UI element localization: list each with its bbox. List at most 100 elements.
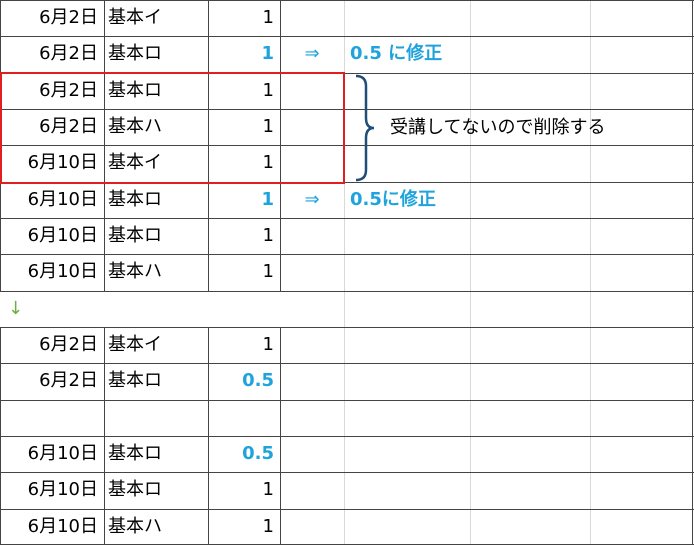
row-border bbox=[0, 36, 694, 37]
cell-border bbox=[208, 399, 209, 436]
cell-border bbox=[0, 254, 1, 291]
cell-border bbox=[208, 436, 209, 473]
row-border bbox=[0, 254, 694, 255]
cell-border bbox=[0, 399, 1, 436]
item-cell: 基本ロ bbox=[108, 370, 162, 392]
cell-border bbox=[208, 327, 209, 364]
cell-border bbox=[208, 36, 209, 73]
date-cell: 6月10日 bbox=[27, 479, 98, 501]
item-cell: 基本ロ bbox=[108, 443, 162, 464]
item-cell: 基本イ bbox=[108, 334, 162, 355]
cell-border bbox=[104, 363, 105, 400]
fix-cell: 0.5 に修正 bbox=[350, 43, 443, 65]
row-border bbox=[0, 0, 694, 1]
date-cell: 6月2日 bbox=[39, 370, 98, 392]
cell-border bbox=[280, 72, 281, 109]
bracket-note: 受講してないので削除する bbox=[390, 117, 605, 138]
cell-border bbox=[280, 436, 281, 473]
cell-border bbox=[208, 254, 209, 291]
date-cell: 6月2日 bbox=[39, 116, 98, 137]
qty-cell: 1 bbox=[262, 479, 274, 501]
cell-border bbox=[0, 472, 1, 509]
cell-border bbox=[104, 218, 105, 255]
grid-line bbox=[590, 0, 591, 545]
cell-border bbox=[104, 145, 105, 182]
cell-border bbox=[208, 72, 209, 109]
cell-border bbox=[104, 472, 105, 509]
cell-border bbox=[104, 399, 105, 436]
cell-border bbox=[280, 36, 281, 73]
date-cell: 6月10日 bbox=[27, 261, 98, 283]
date-cell: 6月2日 bbox=[39, 334, 98, 355]
row-border bbox=[0, 509, 694, 510]
qty-cell: 1 bbox=[262, 261, 274, 283]
item-cell: 基本イ bbox=[108, 7, 162, 28]
cell-border bbox=[104, 436, 105, 473]
cell-border bbox=[280, 399, 281, 436]
qty-cell: 0.5 bbox=[242, 370, 274, 392]
cell-border bbox=[208, 0, 209, 37]
cell-border bbox=[280, 109, 281, 146]
row-border bbox=[0, 109, 694, 110]
item-cell: 基本ハ bbox=[108, 515, 162, 537]
item-cell: 基本ロ bbox=[108, 188, 162, 210]
qty-cell: 1 bbox=[261, 188, 274, 210]
cell-border bbox=[0, 508, 1, 545]
qty-cell: 1 bbox=[262, 7, 274, 28]
date-cell: 6月2日 bbox=[39, 43, 98, 65]
cell-border bbox=[0, 436, 1, 473]
cell-border bbox=[104, 0, 105, 37]
cell-border bbox=[104, 181, 105, 218]
arrow-cell: ⇒ bbox=[304, 188, 320, 210]
cell-border bbox=[0, 36, 1, 73]
date-cell: 6月2日 bbox=[39, 79, 98, 101]
row-border bbox=[0, 363, 694, 364]
cell-border bbox=[104, 508, 105, 545]
cell-border bbox=[208, 218, 209, 255]
cell-border bbox=[280, 145, 281, 182]
row-border bbox=[0, 145, 694, 146]
qty-cell: 1 bbox=[262, 225, 274, 246]
date-cell: 6月10日 bbox=[27, 443, 98, 464]
marker-cell: ↓ bbox=[8, 297, 24, 319]
qty-cell: 1 bbox=[261, 43, 274, 65]
cell-border bbox=[208, 508, 209, 545]
qty-cell: 1 bbox=[262, 334, 274, 355]
grid-line bbox=[344, 0, 345, 545]
cell-border bbox=[208, 472, 209, 509]
red-frame bbox=[0, 72, 345, 184]
row-border bbox=[0, 73, 694, 74]
cell-border bbox=[0, 327, 1, 364]
qty-cell: 0.5 bbox=[242, 443, 274, 464]
cell-border bbox=[104, 254, 105, 291]
row-border bbox=[0, 182, 694, 183]
qty-cell: 1 bbox=[262, 515, 274, 537]
qty-cell: 1 bbox=[262, 79, 274, 101]
cell-border bbox=[0, 218, 1, 255]
cell-border bbox=[104, 72, 105, 109]
arrow-cell: ⇒ bbox=[304, 43, 320, 65]
cell-border bbox=[280, 254, 281, 291]
qty-cell: 1 bbox=[262, 152, 274, 174]
item-cell: 基本ロ bbox=[108, 479, 162, 501]
cell-border bbox=[0, 363, 1, 400]
date-cell: 6月2日 bbox=[39, 7, 98, 28]
cell-border bbox=[104, 327, 105, 364]
cell-border bbox=[280, 508, 281, 545]
grid-line bbox=[470, 0, 471, 545]
date-cell: 6月10日 bbox=[27, 152, 98, 174]
cell-border bbox=[280, 0, 281, 37]
cell-border bbox=[280, 327, 281, 364]
cell-border bbox=[280, 218, 281, 255]
grid-line bbox=[692, 0, 693, 545]
row-border bbox=[0, 291, 694, 292]
row-border bbox=[0, 436, 694, 437]
cell-border bbox=[104, 36, 105, 73]
item-cell: 基本ハ bbox=[108, 116, 162, 137]
row-border bbox=[0, 400, 694, 401]
item-cell: 基本ロ bbox=[108, 43, 162, 65]
item-cell: 基本ハ bbox=[108, 261, 162, 283]
brace bbox=[355, 74, 375, 182]
